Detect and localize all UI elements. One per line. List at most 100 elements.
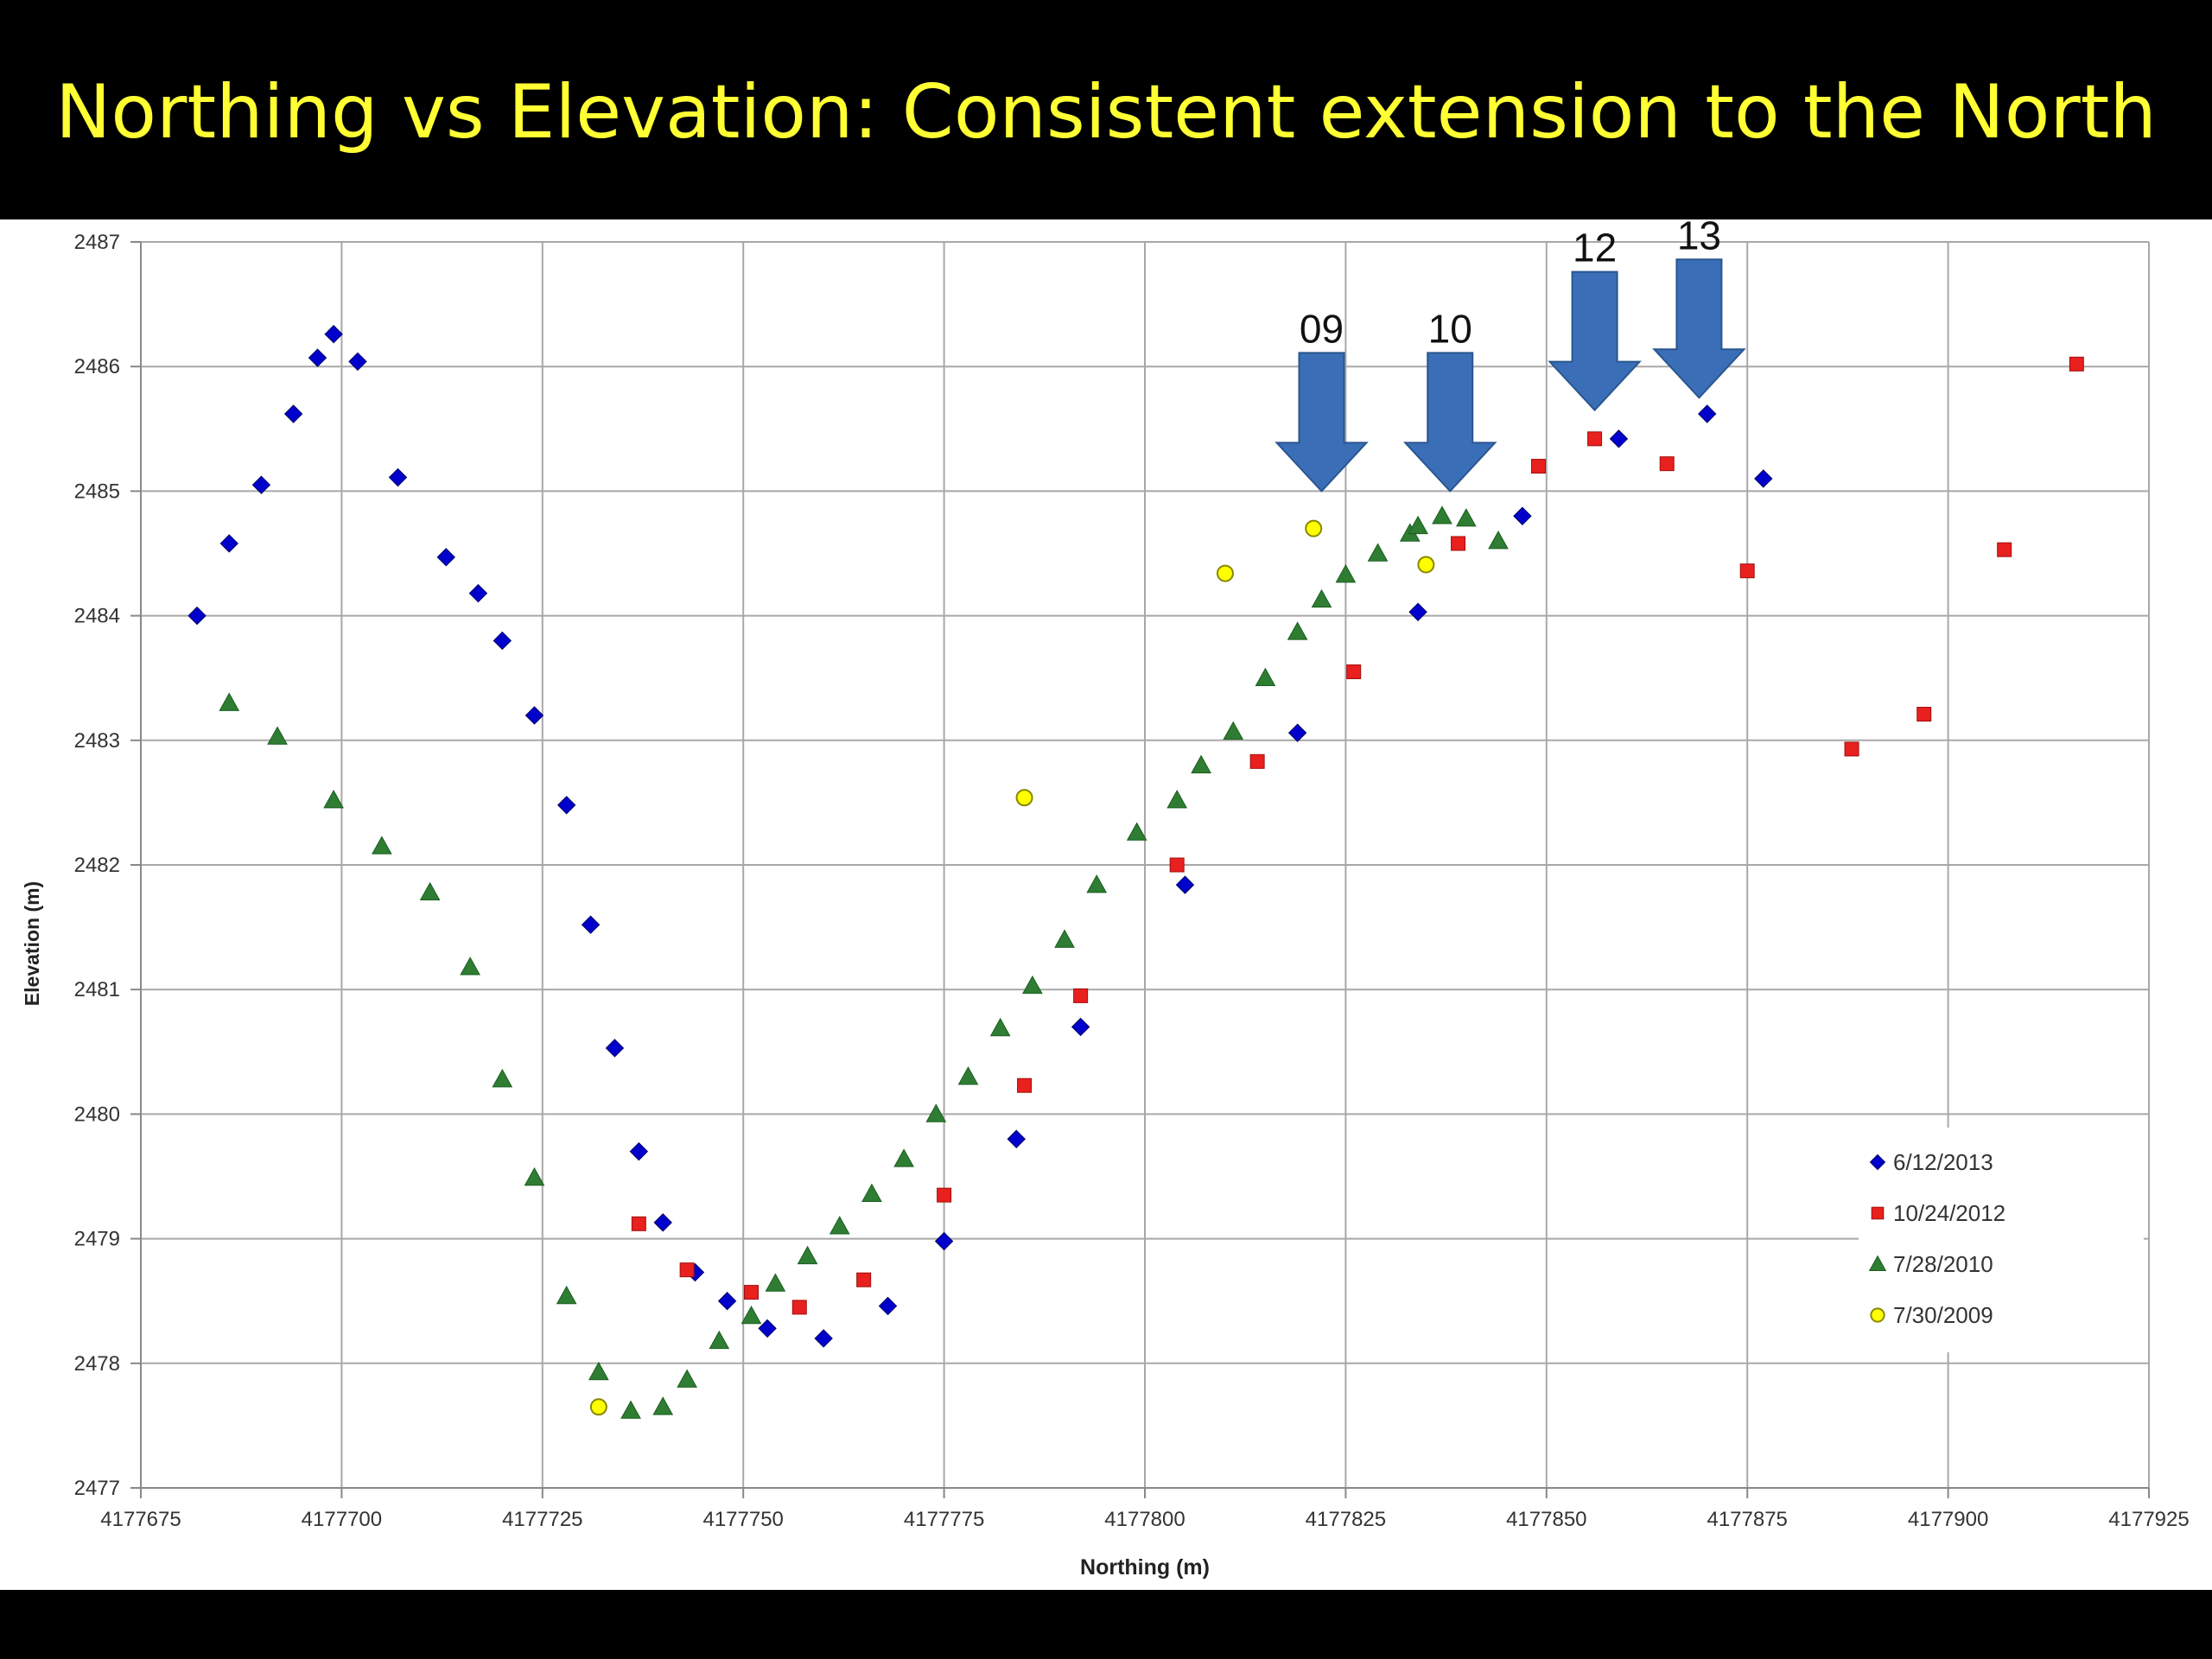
y-axis-title: Elevation (m) [21, 881, 43, 1006]
data-points [188, 325, 2084, 1419]
y-tick-label: 2480 [74, 1103, 120, 1126]
data-point [989, 1017, 1011, 1037]
data-point [791, 1300, 807, 1315]
data-point [709, 1330, 730, 1350]
data-point [2069, 356, 2084, 372]
x-tick-label: 4177825 [1306, 1508, 1386, 1531]
legend: 6/12/2013 10/24/2012 7/28/2010 7/30/2009 [1859, 1128, 2144, 1352]
data-point [1451, 536, 1466, 551]
data-point [861, 1183, 882, 1202]
data-point [308, 348, 327, 367]
y-tick-label: 2484 [74, 605, 120, 628]
data-point [1367, 543, 1389, 562]
data-point [460, 957, 480, 976]
data-point [1022, 975, 1043, 995]
series-triangle [219, 505, 1509, 1419]
data-point [219, 534, 238, 553]
legend-label: 10/24/2012 [1893, 1200, 2005, 1226]
x-tick-label: 4177800 [1104, 1508, 1185, 1531]
arrow-13: 13 [1652, 213, 1746, 399]
arrow-09: 09 [1274, 306, 1369, 493]
data-point [372, 836, 392, 855]
series-circle [589, 519, 1435, 1416]
data-point [677, 1369, 697, 1388]
data-point [652, 1396, 674, 1415]
arrow-12: 12 [1548, 226, 1642, 412]
legend-label: 6/12/2013 [1893, 1149, 1993, 1175]
data-point [1455, 508, 1477, 527]
data-point [283, 404, 303, 423]
data-point [765, 1273, 786, 1292]
data-point [1054, 929, 1075, 948]
x-tick-label: 4177725 [502, 1508, 582, 1531]
legend-box [1859, 1128, 2144, 1352]
data-point [524, 1166, 545, 1186]
legend-marker [1870, 1307, 1885, 1323]
data-point [1287, 621, 1308, 640]
data-point [492, 1068, 513, 1088]
data-point [829, 1216, 850, 1235]
data-point [589, 1398, 607, 1416]
data-point [1754, 469, 1773, 488]
data-point [957, 1066, 979, 1085]
data-point [323, 789, 344, 809]
data-point [937, 1187, 952, 1203]
data-point [878, 1296, 898, 1316]
data-point [1311, 588, 1332, 608]
data-point [631, 1216, 646, 1231]
data-point [419, 881, 441, 901]
data-point [1015, 789, 1033, 807]
legend-marker [1868, 1255, 1887, 1271]
data-point [1408, 515, 1428, 535]
data-point [251, 475, 271, 494]
x-tick-label: 4177775 [904, 1508, 984, 1531]
data-point [1126, 822, 1147, 841]
x-tick-label: 4177900 [1908, 1508, 1988, 1531]
data-point [925, 1103, 947, 1122]
data-point [1698, 404, 1717, 423]
data-point [1739, 563, 1755, 579]
annotation-arrows: 09 10 12 13 [1274, 213, 1746, 493]
x-tick-label: 4177750 [702, 1508, 783, 1531]
data-point [1531, 459, 1547, 474]
scatter-chart: 4177675 4177700 4177725 4177750 4177775 41778… [21, 213, 2190, 1580]
data-point [1587, 431, 1603, 447]
slide-title: Northing vs Elevation: Consistent extens… [55, 69, 2157, 156]
down-arrow-icon [1274, 352, 1369, 493]
arrow-10: 10 [1402, 306, 1497, 493]
down-arrow-icon [1402, 352, 1497, 493]
data-point [1223, 721, 1244, 741]
data-point [1255, 667, 1276, 686]
data-point [741, 1305, 762, 1325]
data-point [1169, 857, 1185, 873]
data-point [1417, 556, 1435, 574]
data-point [1513, 506, 1532, 525]
y-tick-label: 2485 [74, 480, 120, 503]
data-point [1346, 664, 1362, 679]
data-point [493, 631, 512, 651]
data-point [388, 467, 408, 487]
data-point [556, 796, 576, 815]
data-point [797, 1245, 818, 1265]
y-tick-label: 2482 [74, 854, 120, 877]
x-tick-label: 4177925 [2108, 1508, 2189, 1531]
y-tick-label: 2481 [74, 978, 120, 1001]
x-tick-label: 4177850 [1506, 1508, 1586, 1531]
y-tick-label: 2479 [74, 1228, 120, 1251]
data-point [1659, 456, 1675, 472]
data-point [1609, 429, 1629, 448]
axes [130, 241, 2150, 1498]
data-point [219, 692, 240, 711]
data-point [653, 1213, 672, 1232]
data-point [1916, 707, 1932, 722]
x-tick-label: 4177875 [1707, 1508, 1787, 1531]
data-point [188, 606, 207, 626]
data-point [1166, 789, 1188, 809]
data-point [436, 548, 455, 567]
data-point [758, 1319, 777, 1338]
data-point [814, 1329, 833, 1348]
series-square [631, 356, 2084, 1315]
data-point [1191, 754, 1211, 773]
data-point [1073, 988, 1089, 1003]
data-point [620, 1400, 641, 1419]
